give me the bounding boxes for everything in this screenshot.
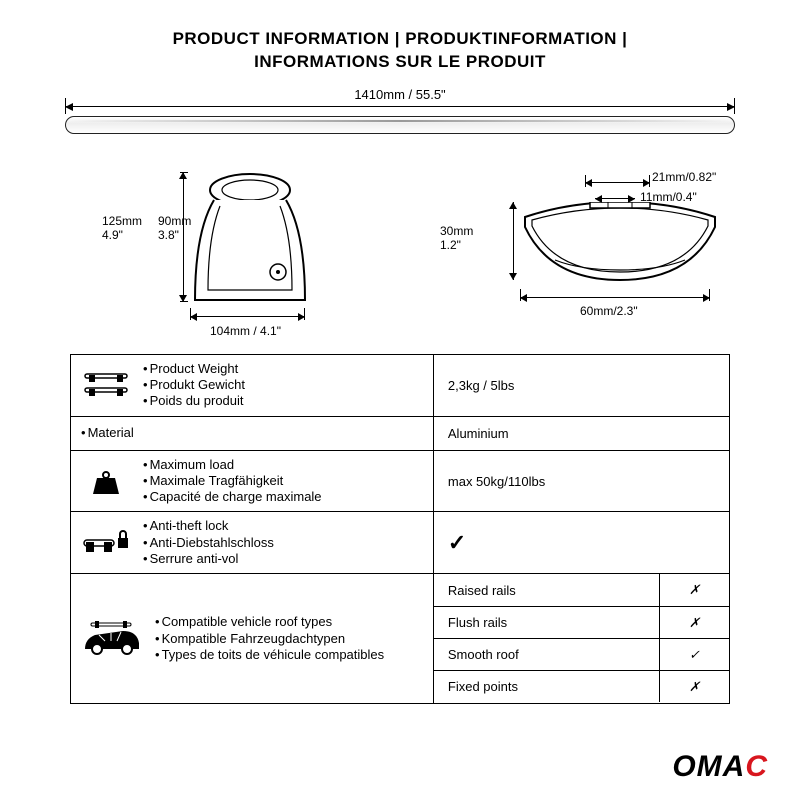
spec-row-weight: Product Weight Produkt Gewicht Poids du … bbox=[71, 355, 729, 416]
load-value: max 50kg/110lbs bbox=[433, 451, 729, 512]
title-line-1: PRODUCT INFORMATION | PRODUKTINFORMATION… bbox=[0, 28, 800, 51]
profile-svg bbox=[520, 202, 720, 292]
page-title: PRODUCT INFORMATION | PRODUKTINFORMATION… bbox=[0, 0, 800, 74]
profile-diagram: 21mm/0.82" 11mm/0.4" 30mm 1.2" 60mm/2.3" bbox=[420, 152, 740, 342]
spec-row-material: Material Aluminium bbox=[71, 416, 729, 450]
load-labels: Maximum load Maximale Tragfähigkeit Capa… bbox=[143, 457, 322, 506]
car-icon bbox=[81, 619, 143, 659]
lock-value: ✓ bbox=[448, 530, 466, 556]
spec-row-compat: Compatible vehicle roof types Kompatible… bbox=[71, 573, 729, 703]
profile-width-label: 60mm/2.3" bbox=[580, 304, 638, 318]
foot-height-label: 125mm 4.9" bbox=[102, 214, 142, 243]
weight-labels: Product Weight Produkt Gewicht Poids du … bbox=[143, 361, 245, 410]
profile-slot-label: 21mm/0.82" bbox=[652, 170, 716, 184]
weight-value: 2,3kg / 5lbs bbox=[433, 355, 729, 416]
brand-logo: OMAC bbox=[672, 750, 768, 784]
title-line-2: INFORMATIONS SUR LE PRODUIT bbox=[0, 51, 800, 74]
foot-inner-height-label: 90mm 3.8" bbox=[158, 214, 191, 243]
foot-diagram: 125mm 4.9" 90mm 3.8" 104mm / 4.1" bbox=[60, 152, 380, 342]
weight-icon bbox=[81, 370, 131, 400]
foot-width-label: 104mm / 4.1" bbox=[210, 324, 281, 338]
specs-table: Product Weight Produkt Gewicht Poids du … bbox=[70, 354, 730, 704]
lock-labels: Anti-theft lock Anti-Diebstahlschloss Se… bbox=[143, 518, 274, 567]
spec-row-lock: Anti-theft lock Anti-Diebstahlschloss Se… bbox=[71, 511, 729, 573]
profile-height-label: 30mm 1.2" bbox=[440, 224, 473, 253]
load-icon bbox=[81, 466, 131, 496]
profile-gap-label: 11mm/0.4" bbox=[640, 190, 697, 204]
bar-length-label: 1410mm / 55.5" bbox=[65, 87, 735, 102]
crossbar-diagram bbox=[65, 116, 735, 134]
compat-labels: Compatible vehicle roof types Kompatible… bbox=[155, 614, 384, 663]
spec-row-load: Maximum load Maximale Tragfähigkeit Capa… bbox=[71, 450, 729, 512]
material-value: Aluminium bbox=[433, 417, 729, 450]
lock-icon bbox=[81, 528, 131, 558]
foot-svg bbox=[190, 172, 310, 312]
bar-length-dimension: 1410mm / 55.5" bbox=[65, 92, 735, 110]
compat-values: Raised rails✗ Flush rails✗ Smooth roof✓ … bbox=[433, 574, 729, 703]
